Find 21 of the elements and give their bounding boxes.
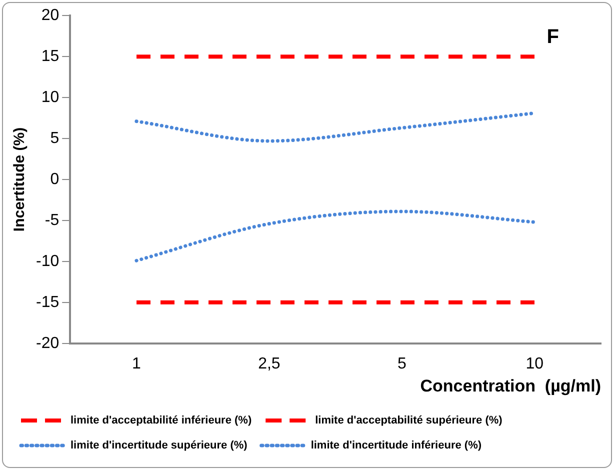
y-tick-label: 15 (41, 48, 60, 65)
y-tick-label: 10 (41, 88, 60, 106)
line-series (134, 210, 536, 262)
legend-label: limite d'acceptabilité supérieure (%) (315, 414, 503, 427)
y-axis-title: Incertitude (%) (11, 127, 28, 232)
y-tick-label: -10 (36, 252, 60, 270)
x-axis-title: Concentration (µg/ml) (420, 376, 601, 396)
y-tick-label: 5 (50, 130, 60, 147)
legend-label: limite d'incertitude supérieure (%) (70, 440, 248, 452)
annotation: F (546, 26, 559, 48)
x-tick-label: 1 (132, 355, 142, 372)
x-tick-label: 10 (526, 355, 544, 372)
x-tick-label: 2,5 (258, 355, 280, 372)
y-tick-label: -5 (44, 212, 60, 229)
legend-label: limite d'acceptabilité inférieure (%) (70, 414, 252, 427)
y-tick-label: 0 (50, 170, 60, 188)
legend-label: limite d'incertitude inférieure (%) (310, 440, 482, 452)
y-tick-label: -15 (36, 294, 60, 311)
x-tick-label: 5 (397, 355, 406, 372)
y-tick-label: -20 (36, 334, 60, 352)
y-tick-label: 20 (41, 7, 60, 24)
